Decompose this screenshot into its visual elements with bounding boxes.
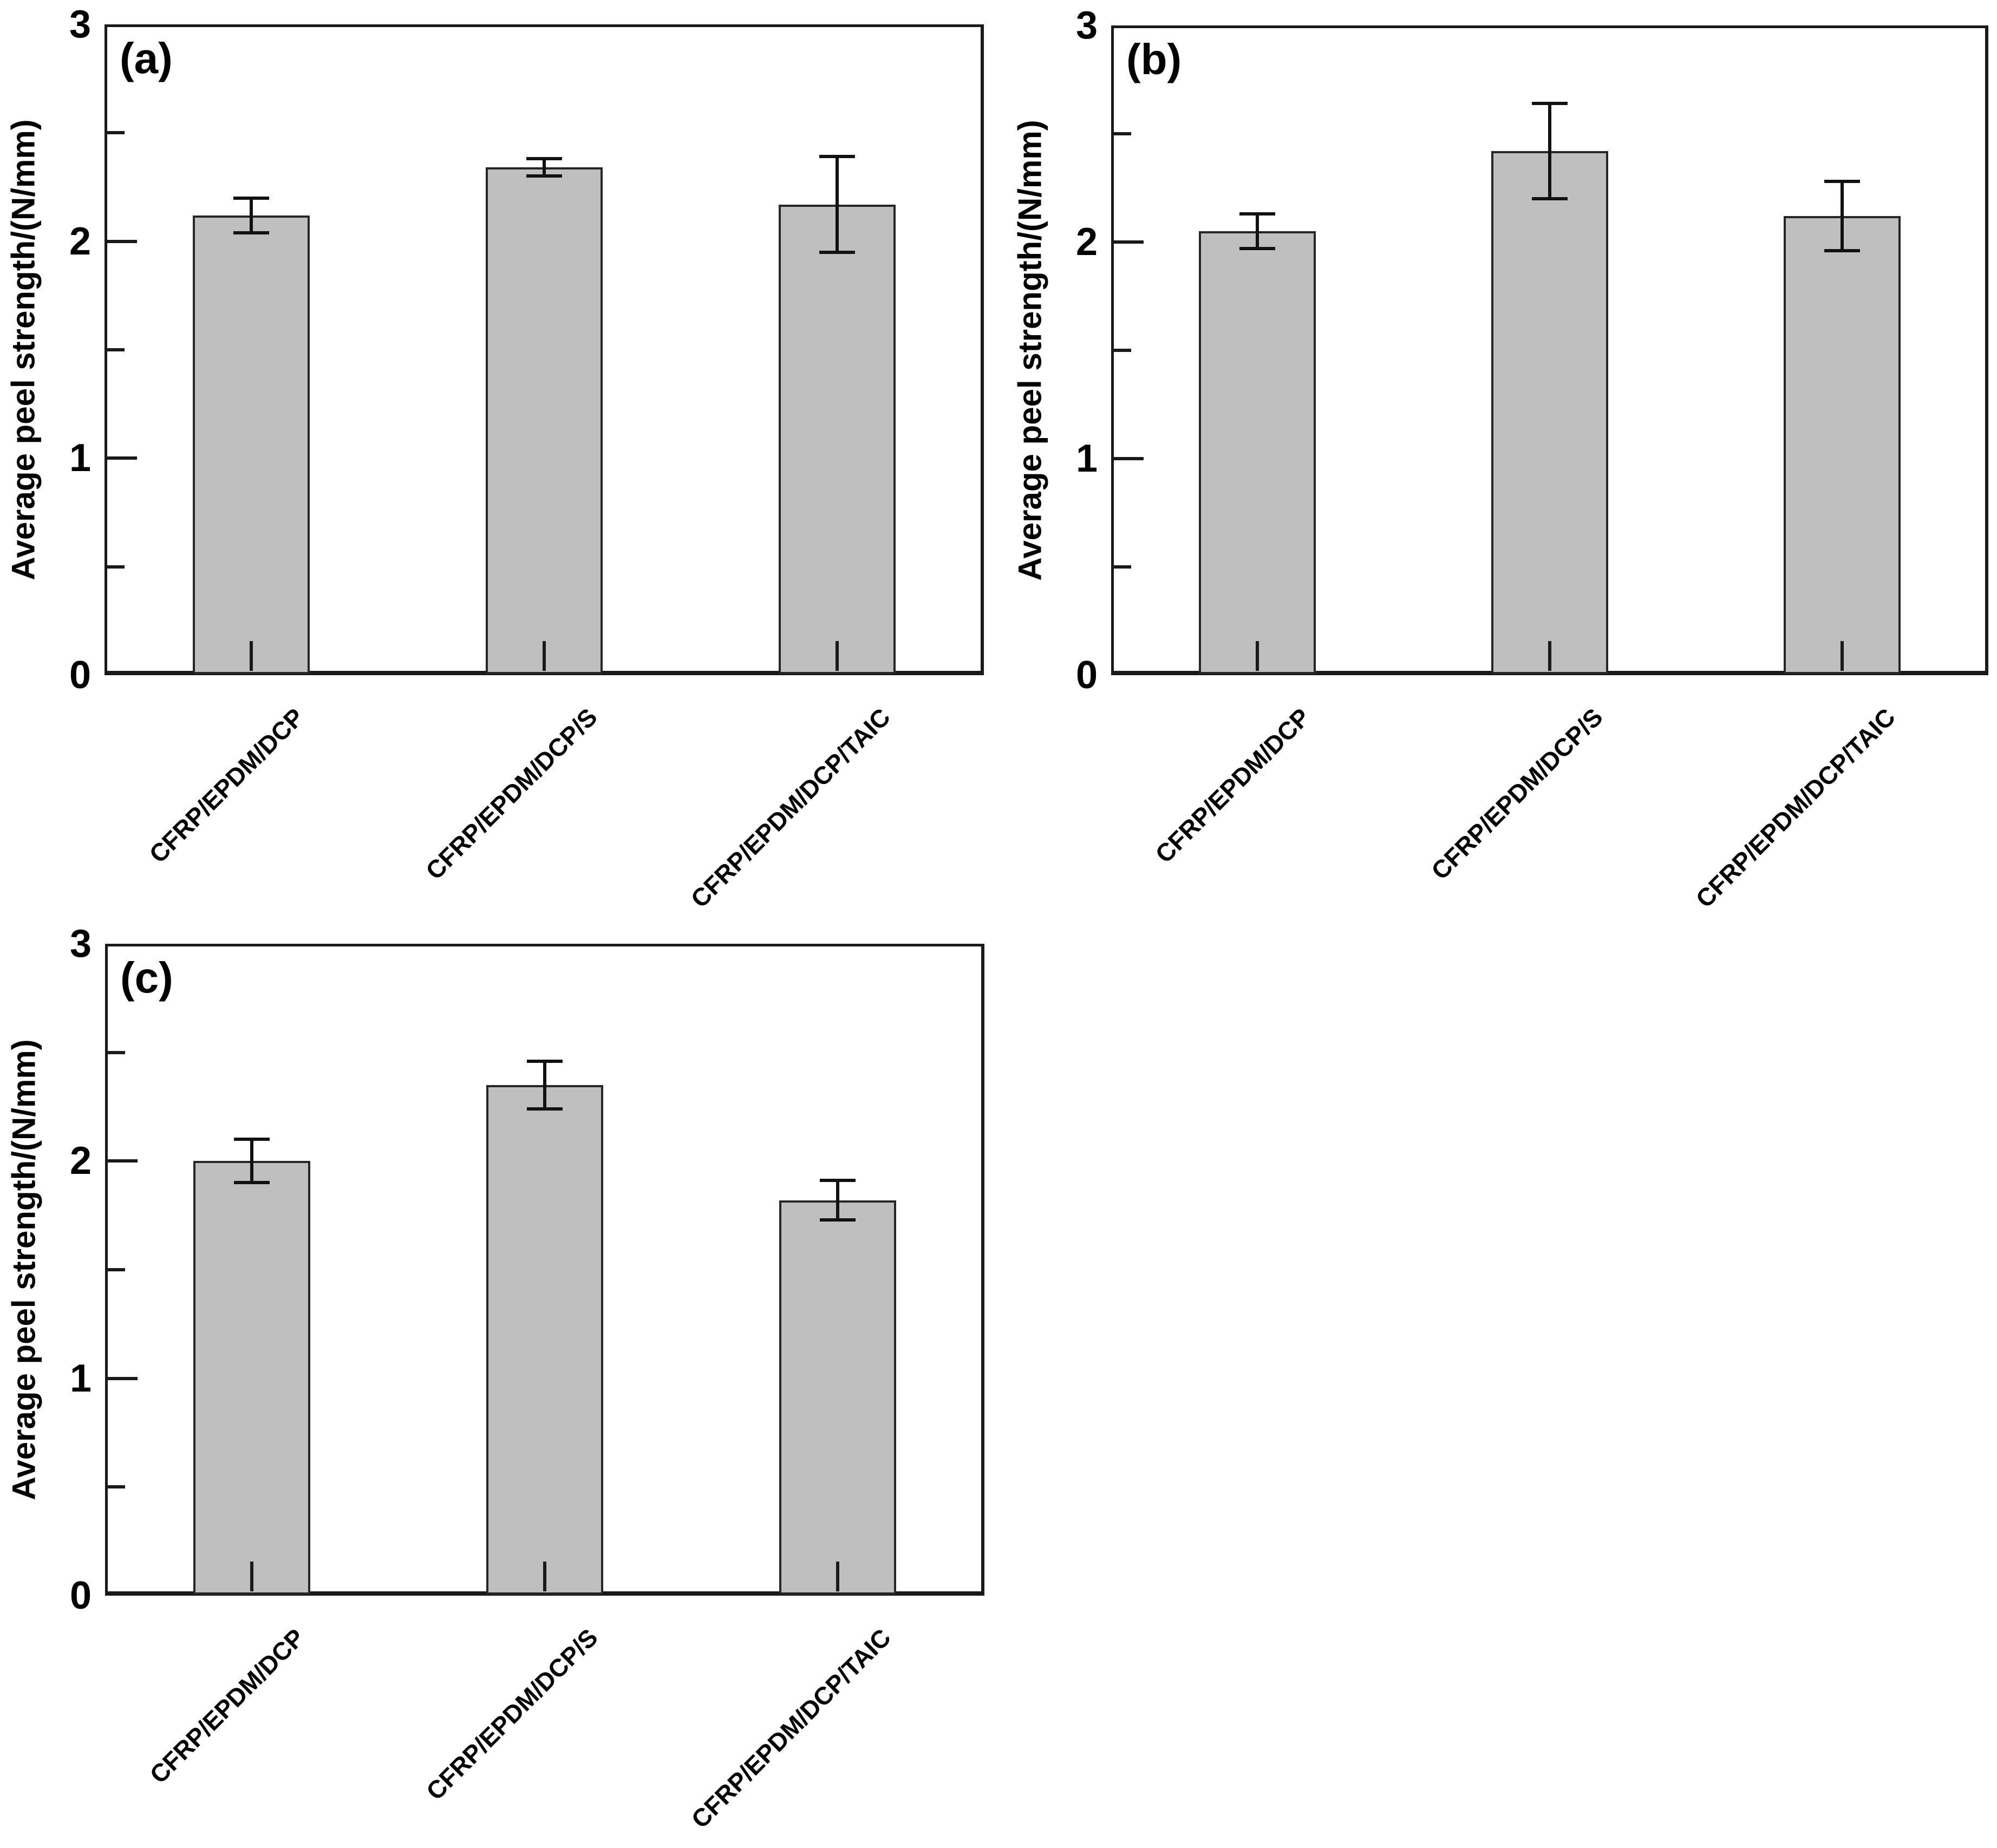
error-bar-line — [250, 1139, 253, 1183]
y-tick-label: 1 — [69, 436, 91, 480]
x-tick-label-text: CFRP/EPDM/DCP — [144, 1623, 310, 1789]
x-tick-mark — [1256, 641, 1259, 671]
y-tick-label: 2 — [69, 1139, 92, 1183]
y-minor-tick-mark — [107, 348, 125, 351]
error-bar-cap-top — [233, 1138, 270, 1141]
error-bar-cap-top — [819, 155, 856, 159]
x-tick-mark — [543, 1562, 546, 1591]
y-axis-label: Average peel strength/(N/mm) — [5, 119, 42, 580]
bar — [779, 1200, 897, 1595]
error-bar-line — [1841, 181, 1844, 251]
error-bar-cap-top — [820, 1179, 856, 1183]
y-tick-mark — [108, 1376, 138, 1380]
y-tick-label: 3 — [1075, 4, 1098, 47]
x-tick-label-text: CFRP/EPDM/DCP/S — [420, 1623, 603, 1806]
error-bar-line — [1548, 103, 1551, 199]
y-tick-mark — [108, 1159, 138, 1163]
error-bar-cap-bottom — [1532, 197, 1568, 200]
panel-letter: (c) — [120, 954, 173, 1002]
error-bar-cap-bottom — [1824, 249, 1860, 252]
bar — [486, 1085, 603, 1595]
error-bar-cap-bottom — [819, 250, 856, 254]
y-minor-tick-mark — [107, 565, 125, 569]
x-tick-mark — [1548, 641, 1551, 671]
error-bar-cap-bottom — [233, 231, 269, 234]
error-bar-cap-bottom — [820, 1218, 856, 1222]
bar — [192, 215, 310, 674]
bar — [1491, 151, 1608, 674]
y-axis-label: Average peel strength/(N/mm) — [1011, 120, 1048, 581]
y-minor-tick-mark — [108, 1485, 125, 1489]
error-bar-line — [836, 1180, 840, 1220]
bar — [486, 167, 603, 674]
y-tick-label: 1 — [1075, 437, 1098, 480]
x-tick-mark — [1841, 641, 1844, 671]
y-tick-label: 0 — [69, 1574, 92, 1617]
error-bar-cap-bottom — [527, 1107, 563, 1111]
x-tick-mark — [836, 641, 839, 671]
y-minor-tick-mark — [1114, 349, 1131, 352]
error-bar-cap-top — [1239, 212, 1275, 216]
y-minor-tick-mark — [108, 1268, 125, 1271]
y-axis-label: Average peel strength/(N/mm) — [5, 1039, 42, 1500]
y-tick-label: 3 — [69, 3, 91, 46]
panel-letter: (b) — [1126, 35, 1182, 83]
y-minor-tick-mark — [1114, 565, 1131, 569]
x-tick-mark — [543, 641, 546, 671]
error-bar-cap-top — [1824, 180, 1860, 183]
y-tick-label: 2 — [1075, 220, 1098, 264]
error-bar-line — [543, 1061, 546, 1109]
bar — [1199, 231, 1316, 674]
error-bar-line — [1256, 214, 1259, 249]
y-minor-tick-mark — [107, 131, 125, 135]
error-bar-cap-bottom — [233, 1181, 270, 1185]
y-tick-label: 2 — [69, 219, 91, 263]
error-bar-cap-top — [526, 157, 562, 161]
error-bar-line — [543, 159, 546, 177]
error-bar-cap-top — [1532, 102, 1568, 105]
error-bar-line — [249, 198, 253, 233]
y-tick-label: 1 — [69, 1356, 92, 1400]
x-tick-mark — [250, 1562, 253, 1591]
error-bar-cap-bottom — [1239, 247, 1275, 250]
y-tick-label: 3 — [69, 922, 92, 965]
y-minor-tick-mark — [1114, 132, 1131, 135]
panel-letter: (a) — [120, 34, 173, 82]
y-tick-label: 0 — [1075, 654, 1098, 697]
y-minor-tick-mark — [108, 1050, 125, 1054]
error-bar-cap-top — [233, 196, 269, 200]
error-bar-line — [836, 156, 839, 252]
x-tick-label-text: CFRP/EPDM/DCP/TAIC — [686, 1623, 896, 1834]
y-tick-mark — [1114, 240, 1144, 244]
error-bar-cap-bottom — [526, 174, 562, 178]
bar — [779, 204, 896, 674]
x-tick-mark — [249, 641, 253, 671]
y-tick-mark — [107, 239, 137, 243]
bar — [1784, 216, 1901, 674]
y-tick-label: 0 — [69, 654, 91, 697]
x-tick-mark — [836, 1562, 840, 1591]
y-tick-mark — [107, 456, 137, 460]
error-bar-cap-top — [527, 1059, 563, 1063]
y-tick-mark — [1114, 457, 1144, 460]
bar — [193, 1161, 310, 1595]
